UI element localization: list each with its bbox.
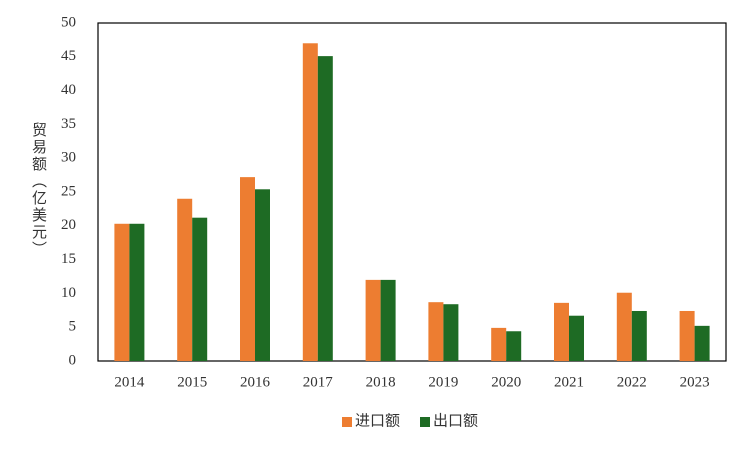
y-tick-label: 35 xyxy=(61,116,76,132)
bar xyxy=(317,56,333,362)
x-tick-label: 2014 xyxy=(114,374,145,390)
y-tick-label: 45 xyxy=(61,48,76,64)
y-tick-label: 30 xyxy=(61,150,76,166)
bar xyxy=(631,310,647,361)
legend-swatch xyxy=(420,417,430,427)
y-tick-label: 20 xyxy=(61,217,76,233)
bar xyxy=(255,189,270,361)
bar xyxy=(554,302,569,361)
y-tick-label: 10 xyxy=(61,285,76,301)
x-tick-label: 2017 xyxy=(303,374,334,390)
y-tick-label: 5 xyxy=(69,319,77,335)
legend-label: 出口额 xyxy=(433,412,478,429)
bar xyxy=(114,223,130,361)
legend-swatch xyxy=(342,417,352,427)
plot-frame xyxy=(97,22,727,362)
bar xyxy=(694,325,710,361)
bar xyxy=(365,279,381,361)
x-tick-label: 2022 xyxy=(617,374,647,390)
x-tick-label: 2015 xyxy=(177,374,207,390)
legend-label: 进口额 xyxy=(355,412,400,429)
bar xyxy=(380,279,396,361)
y-axis-label: 贸易额（亿美元） xyxy=(30,122,47,258)
x-tick-label: 2020 xyxy=(491,374,521,390)
bar xyxy=(240,177,255,361)
bar xyxy=(428,302,444,361)
bar xyxy=(302,43,318,361)
y-tick-label: 15 xyxy=(61,251,76,267)
bar xyxy=(569,315,584,361)
x-tick-label: 2019 xyxy=(428,374,458,390)
y-tick-label: 40 xyxy=(61,82,76,98)
y-tick-label: 50 xyxy=(61,14,76,30)
bar xyxy=(506,331,522,361)
bar xyxy=(177,198,193,361)
bar xyxy=(443,304,459,361)
y-tick-label: 25 xyxy=(61,183,76,199)
bar xyxy=(616,292,632,361)
y-tick-label: 0 xyxy=(69,352,77,368)
bar xyxy=(192,217,208,361)
bar xyxy=(491,327,507,361)
x-tick-label: 2023 xyxy=(680,374,710,390)
bar xyxy=(129,223,145,361)
x-tick-label: 2016 xyxy=(240,374,271,390)
x-tick-label: 2021 xyxy=(554,374,584,390)
x-tick-label: 2018 xyxy=(366,374,396,390)
bar xyxy=(679,310,695,361)
